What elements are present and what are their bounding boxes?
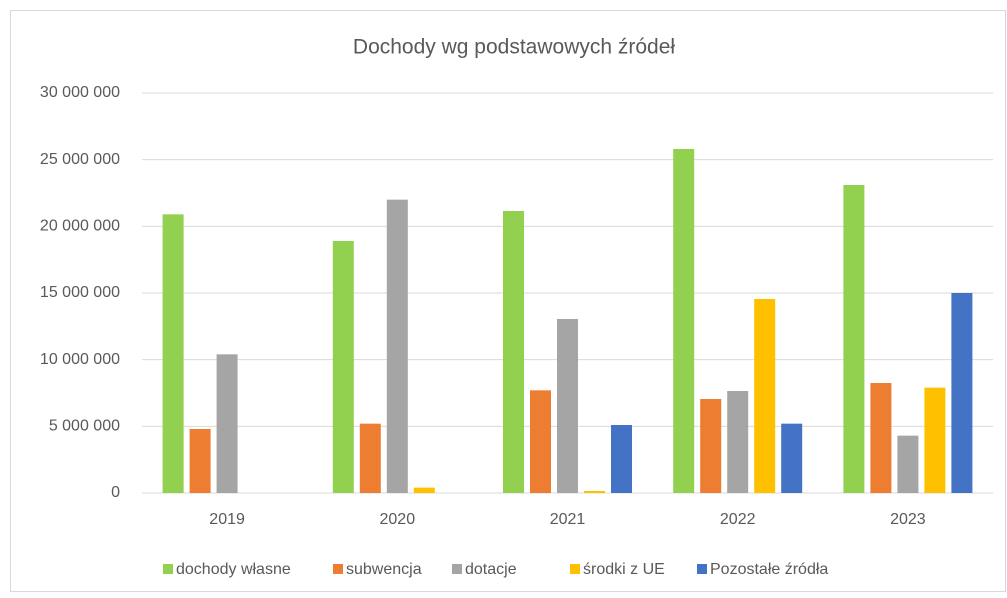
bar	[870, 383, 892, 493]
bar	[216, 354, 238, 493]
bar	[700, 399, 722, 493]
bar	[189, 429, 211, 493]
bar	[897, 435, 919, 493]
legend-label: dotacje	[465, 561, 517, 578]
legend-label: środki z UE	[583, 561, 665, 578]
bar	[781, 423, 803, 493]
y-tick-label: 30 000 000	[40, 84, 120, 101]
bar	[530, 390, 551, 493]
bar	[754, 299, 776, 493]
x-tick-label: 2021	[550, 511, 586, 528]
x-tick-label: 2022	[720, 511, 756, 528]
bar	[951, 293, 973, 493]
chart-border	[10, 10, 1006, 592]
legend-label: dochody własne	[176, 561, 291, 578]
bar	[162, 214, 184, 494]
x-tick-label: 2020	[380, 511, 416, 528]
y-tick-label: 0	[111, 484, 120, 501]
bar	[584, 491, 605, 493]
y-tick-label: 15 000 000	[40, 284, 120, 301]
bar	[557, 319, 578, 493]
legend-swatch	[163, 564, 173, 574]
legend-swatch	[570, 564, 580, 574]
bar	[503, 211, 524, 493]
legend-swatch	[452, 564, 462, 574]
bar	[924, 387, 946, 493]
bar	[332, 241, 354, 493]
legend-swatch	[333, 564, 343, 574]
bar	[727, 391, 749, 493]
y-tick-label: 20 000 000	[40, 218, 120, 235]
x-tick-label: 2023	[890, 511, 926, 528]
bar	[386, 199, 408, 493]
legend-label: subwencja	[346, 561, 422, 578]
bar	[843, 185, 865, 493]
chart-title: Dochody wg podstawowych źródeł	[353, 36, 676, 59]
y-tick-label: 10 000 000	[40, 351, 120, 368]
bar	[611, 425, 632, 493]
bar	[413, 487, 435, 493]
y-tick-label: 25 000 000	[40, 151, 120, 168]
bar	[673, 149, 695, 493]
y-tick-label: 5 000 000	[49, 418, 120, 435]
legend-label: Pozostałe źródła	[710, 561, 828, 578]
bar	[359, 423, 381, 493]
x-tick-label: 2019	[209, 511, 245, 528]
legend-swatch	[697, 564, 707, 574]
